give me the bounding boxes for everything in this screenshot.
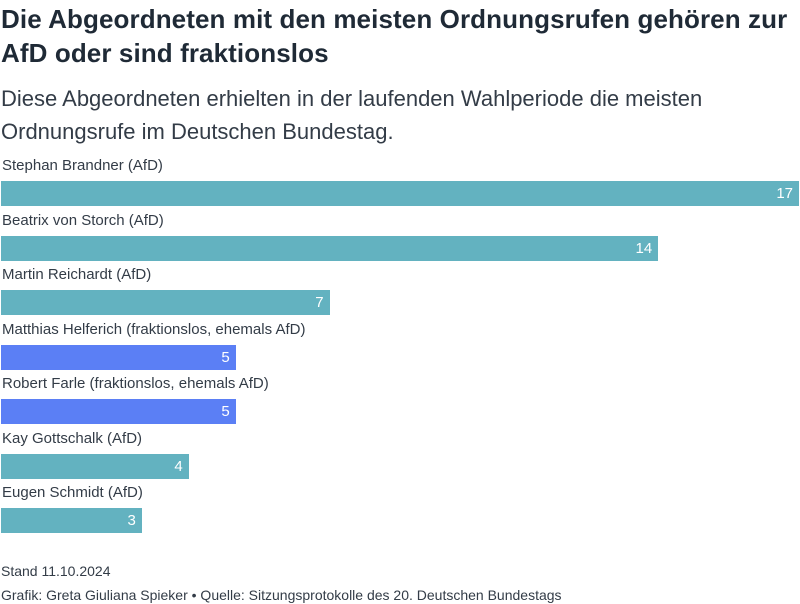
data-date-note: Stand 11.10.2024 [1, 563, 111, 579]
bar: 3 [1, 508, 142, 533]
bar-row: Beatrix von Storch (AfD) 14 [0, 207, 800, 261]
category-label: Kay Gottschalk (AfD) [2, 430, 143, 447]
bar: 17 [1, 181, 799, 206]
category-label: Martin Reichardt (AfD) [2, 266, 152, 283]
category-label: Stephan Brandner (AfD) [2, 157, 163, 174]
bar-value-label: 3 [127, 512, 136, 529]
chart-title: Die Abgeordneten mit den meisten Ordnung… [1, 4, 788, 68]
bar-row: Martin Reichardt (AfD) 7 [0, 261, 800, 315]
category-label: Robert Farle (fraktionslos, ehemals AfD) [2, 375, 269, 392]
bar-value-label: 4 [174, 458, 183, 475]
bar: 14 [1, 236, 659, 261]
bar-value-label: 5 [221, 349, 230, 366]
category-label: Matthias Helferich (fraktionslos, ehemal… [2, 321, 306, 338]
bar-value-label: 14 [635, 240, 653, 257]
category-label: Eugen Schmidt (AfD) [2, 484, 143, 501]
bar-row: Stephan Brandner (AfD) 17 [0, 152, 800, 206]
category-label: Beatrix von Storch (AfD) [2, 212, 164, 229]
chart-subtitle: Diese Abgeordneten erhielten in der lauf… [1, 86, 703, 144]
bar-value-label: 7 [315, 294, 324, 311]
bar: 4 [1, 454, 189, 479]
bar-row: Eugen Schmidt (AfD) 3 [0, 479, 800, 533]
bar-row: Matthias Helferich (fraktionslos, ehemal… [0, 316, 800, 370]
bar: 5 [1, 399, 236, 424]
source-credit: Grafik: Greta Giuliana Spieker • Quelle:… [1, 587, 562, 603]
bar: 7 [1, 290, 330, 315]
bar-value-label: 17 [776, 185, 793, 202]
bar-row: Robert Farle (fraktionslos, ehemals AfD)… [0, 370, 800, 424]
bar: 5 [1, 345, 236, 370]
bar-value-label: 5 [221, 403, 230, 420]
bar-chart: Stephan Brandner (AfD) 17 Beatrix von Stor… [0, 152, 800, 542]
bar-row: Kay Gottschalk (AfD) 4 [0, 425, 800, 479]
